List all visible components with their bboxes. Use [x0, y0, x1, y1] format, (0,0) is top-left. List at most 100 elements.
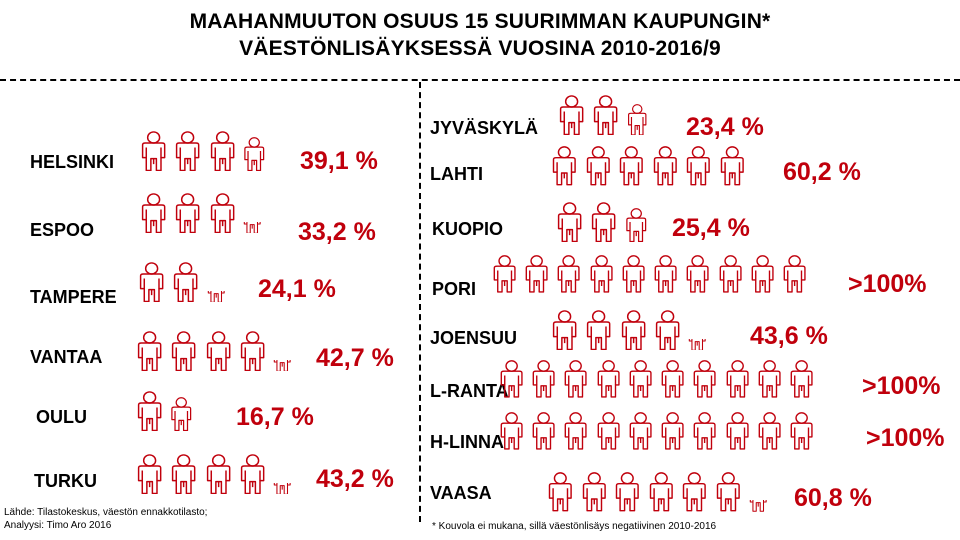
person-icon	[687, 146, 711, 186]
person-icon	[654, 255, 677, 293]
person-icon	[655, 310, 680, 351]
city-label: TAMPERE	[30, 287, 117, 307]
value-label: 23,4 %	[686, 113, 764, 141]
person-icon-row	[549, 146, 751, 186]
person-icon	[592, 202, 616, 243]
value-label: 33,2 %	[298, 218, 376, 246]
value-label: 16,7 %	[236, 403, 314, 431]
person-icon	[210, 193, 234, 234]
person-icon	[532, 360, 555, 398]
person-icon-row	[138, 131, 270, 172]
partial-person-icon	[627, 103, 646, 136]
person-icon	[176, 193, 200, 234]
person-icon	[629, 412, 652, 450]
partial-person-icon	[207, 290, 225, 303]
person-icon-row	[556, 95, 652, 136]
person-icon-row	[134, 331, 297, 372]
partial-person-icon	[749, 499, 767, 512]
person-icon	[137, 391, 162, 432]
person-icon-row	[134, 391, 198, 432]
city-label: VANTAA	[30, 347, 103, 367]
source-line-1: Lähde: Tilastokeskus, väestön ennakkotil…	[4, 507, 208, 518]
person-icon	[590, 255, 613, 293]
person-icon	[758, 360, 781, 398]
person-icon	[622, 255, 645, 293]
person-icon	[587, 310, 611, 351]
title-line-2: VÄESTÖNLISÄYKSESSÄ VUOSINA 2010-2016/9	[239, 37, 721, 60]
person-icon	[206, 454, 230, 495]
value-label: 42,7 %	[316, 344, 394, 372]
city-label: L-RANTA	[430, 381, 509, 401]
person-icon	[694, 412, 717, 450]
person-icon	[137, 331, 162, 372]
person-icon	[557, 202, 582, 243]
person-icon	[137, 454, 162, 495]
source-note: Lähde: Tilastokeskus, väestön ennakkotil…	[4, 506, 207, 532]
person-icon-row	[549, 310, 712, 351]
person-icon	[694, 360, 717, 398]
person-icon-row	[138, 193, 266, 234]
person-icon-row	[490, 255, 812, 293]
person-icon	[621, 310, 645, 351]
person-icon	[649, 472, 673, 512]
person-icon	[783, 255, 806, 293]
partial-person-icon	[688, 338, 706, 351]
person-icon	[565, 360, 588, 398]
person-icon	[559, 95, 584, 136]
city-label: HELSINKI	[30, 152, 115, 172]
person-icon	[661, 412, 684, 450]
person-icon	[790, 360, 813, 398]
footnote: * Kouvola ei mukana, sillä väestönlisäys…	[432, 521, 717, 532]
person-icon	[726, 412, 749, 450]
value-label: >100%	[848, 270, 927, 298]
person-icon	[172, 331, 196, 372]
partial-person-icon	[625, 208, 646, 243]
person-icon	[240, 454, 265, 495]
person-icon-row	[497, 360, 819, 398]
person-icon	[597, 360, 620, 398]
source-line-2: Analyysi: Timo Aro 2016	[4, 520, 112, 531]
person-icon	[210, 131, 234, 172]
person-icon	[751, 255, 774, 293]
person-icon	[172, 454, 196, 495]
city-label: LAHTI	[430, 164, 483, 184]
person-icon	[653, 146, 677, 186]
partial-person-icon	[273, 359, 291, 372]
person-icon	[565, 412, 588, 450]
person-icon	[141, 193, 166, 234]
value-label: 60,8 %	[794, 484, 872, 512]
chart-title: MAAHANMUUTON OSUUS 15 SUURIMMAN KAUPUNGI…	[0, 8, 960, 62]
person-icon	[758, 412, 781, 450]
value-label: 43,6 %	[750, 322, 828, 350]
city-label: ESPOO	[30, 220, 95, 240]
person-icon	[548, 472, 572, 512]
value-label: 24,1 %	[258, 275, 336, 303]
city-label: VAASA	[430, 483, 492, 503]
person-icon	[141, 131, 166, 172]
city-label: KUOPIO	[432, 219, 504, 239]
person-icon	[615, 472, 640, 512]
partial-person-icon	[244, 137, 265, 172]
person-icon	[493, 255, 516, 293]
person-icon	[558, 255, 581, 293]
column-divider	[419, 82, 421, 522]
person-icon	[720, 146, 744, 186]
person-icon	[176, 131, 200, 172]
partial-person-icon	[273, 482, 291, 495]
person-icon	[687, 255, 710, 293]
person-icon	[206, 331, 230, 372]
person-icon	[790, 412, 813, 450]
person-icon	[552, 310, 577, 351]
person-icon	[619, 146, 644, 186]
value-label: 43,2 %	[316, 465, 394, 493]
person-icon-row	[554, 202, 652, 243]
person-icon	[525, 255, 548, 293]
person-icon	[532, 412, 555, 450]
person-icon	[594, 95, 618, 136]
partial-person-icon	[243, 221, 261, 234]
person-icon	[500, 360, 523, 398]
person-icon	[683, 472, 707, 512]
person-icon	[586, 146, 610, 186]
title-divider	[0, 79, 960, 81]
person-icon	[139, 262, 164, 303]
